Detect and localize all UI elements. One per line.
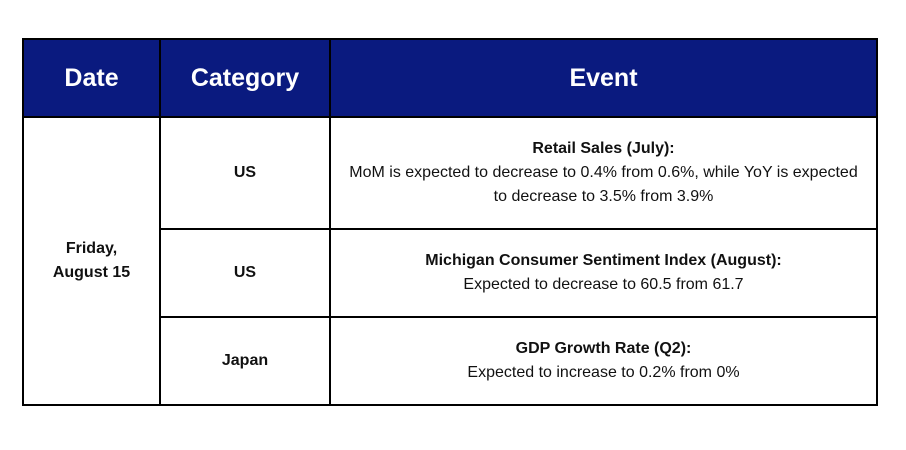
table-body: Friday, August 15 US Retail Sales (July)… — [22, 116, 878, 406]
economic-calendar-table: Date Category Event Friday, August 15 US… — [22, 38, 878, 406]
date-weekday: Friday, — [65, 240, 118, 257]
event-description: Expected to increase to 0.2% from 0% — [467, 364, 740, 381]
date-day: August 15 — [52, 264, 131, 281]
category-cell: US — [159, 228, 331, 318]
table-row: Japan GDP Growth Rate (Q2): Expected to … — [23, 316, 878, 406]
event-title: GDP Growth Rate (Q2): — [515, 340, 692, 357]
category-cell: Japan — [159, 316, 331, 406]
header-event: Event — [329, 38, 878, 118]
header-category: Category — [159, 38, 331, 118]
event-title: Michigan Consumer Sentiment Index (Augus… — [425, 252, 782, 269]
event-cell: Retail Sales (July): MoM is expected to … — [329, 116, 878, 230]
table-row: US Michigan Consumer Sentiment Index (Au… — [23, 228, 878, 318]
event-description: Expected to decrease to 60.5 from 61.7 — [463, 276, 744, 293]
table-row: Friday, August 15 US Retail Sales (July)… — [22, 116, 878, 406]
date-cell: Friday, August 15 — [22, 116, 161, 406]
header-date: Date — [22, 38, 161, 118]
header-row: Date Category Event — [22, 38, 878, 118]
table-header: Date Category Event — [22, 38, 878, 118]
category-cell: US — [159, 116, 331, 230]
event-description: MoM is expected to decrease to 0.4% from… — [349, 164, 858, 205]
event-title: Retail Sales (July): — [532, 140, 675, 157]
event-cell: GDP Growth Rate (Q2): Expected to increa… — [329, 316, 878, 406]
event-cell: Michigan Consumer Sentiment Index (Augus… — [329, 228, 878, 318]
